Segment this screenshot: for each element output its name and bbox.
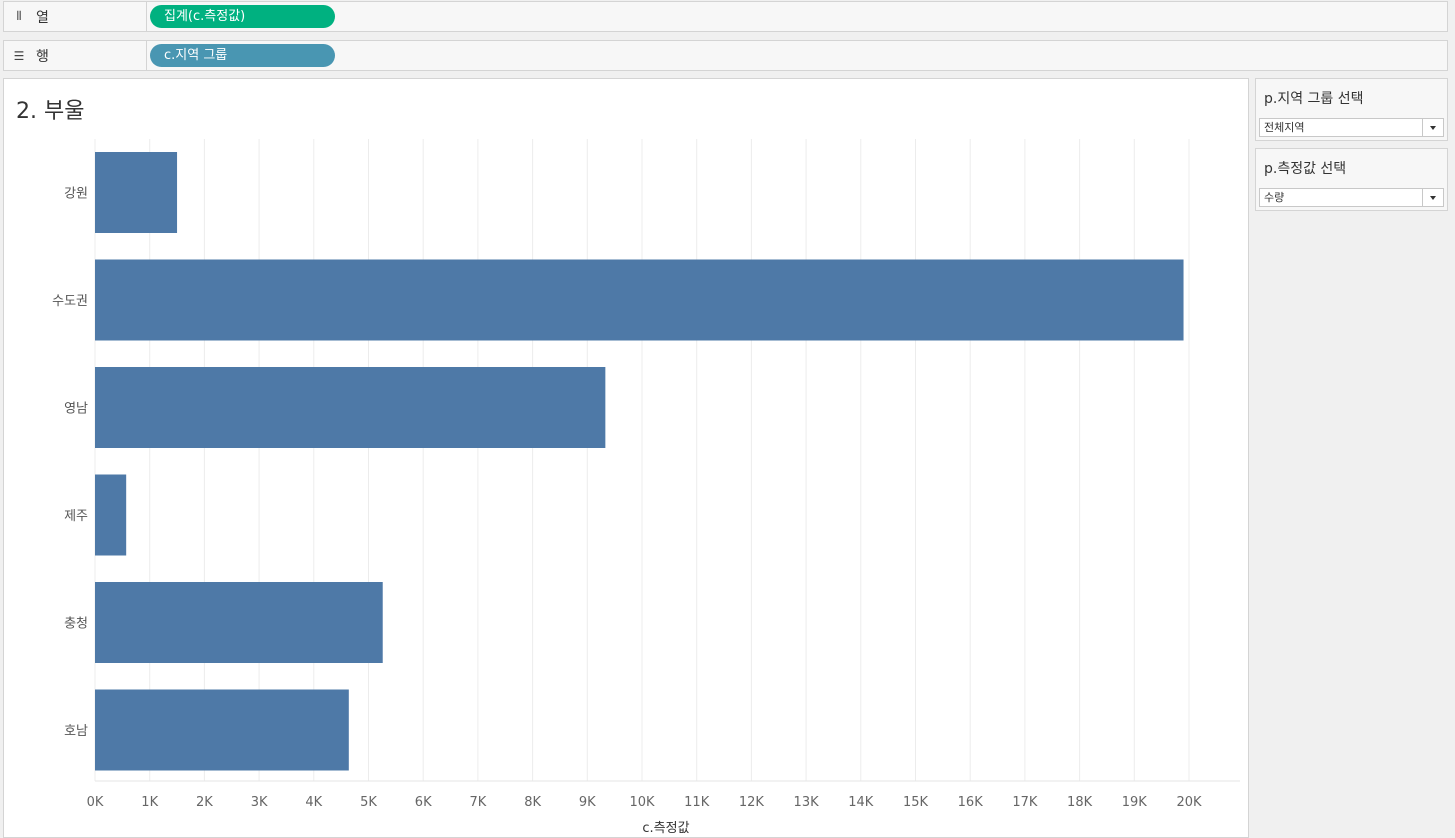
x-axis-title: c.측정값 [642,821,689,836]
x-tick-label: 18K [1067,795,1093,810]
bar[interactable] [95,689,349,771]
x-tick-label: 13K [794,795,820,810]
x-tick-label: 8K [524,795,541,810]
x-tick-label: 15K [903,795,929,810]
x-tick-label: 9K [579,795,596,810]
x-tick-label: 4K [305,795,322,810]
x-tick-label: 6K [415,795,432,810]
rows-icon: ☰ [13,48,25,63]
bar[interactable] [95,367,606,448]
x-tick-label: 20K [1176,795,1202,810]
x-tick-label: 3K [251,795,268,810]
rows-label: 행 [36,48,49,65]
rows-shelf-label: ☰ 행 [4,41,147,70]
columns-label: 열 [36,9,49,26]
region-group-filter: p.지역 그룹 선택 전체지역 [1255,78,1448,141]
measure-filter: p.측정값 선택 수량 [1255,148,1448,211]
bar[interactable] [95,474,127,556]
columns-shelf[interactable]: ⫴ 열 집계(c.측정값) [3,1,1448,32]
x-tick-label: 5K [360,795,377,810]
measure-filter-title: p.측정값 선택 [1264,161,1347,177]
dimension-pill[interactable]: c.지역 그룹 [150,44,335,67]
x-tick-label: 14K [848,795,874,810]
columns-icon: ⫴ [16,9,22,23]
worksheet-title: 2. 부울 [16,99,85,124]
chart-gridlines [94,139,1240,782]
bar[interactable] [95,259,1184,341]
category-label: 수도권 [52,294,88,309]
x-tick-label: 17K [1012,795,1038,810]
x-tick-label: 16K [958,795,984,810]
region-group-filter-title: p.지역 그룹 선택 [1264,91,1364,107]
x-tick-label: 2K [196,795,213,810]
category-label: 호남 [64,724,88,739]
columns-shelf-label: ⫴ 열 [4,2,147,31]
x-tick-label: 1K [141,795,158,810]
x-tick-label: 7K [470,795,487,810]
chevron-down-icon[interactable] [1422,119,1443,136]
rows-shelf[interactable]: ☰ 행 c.지역 그룹 [3,40,1448,71]
category-label: 제주 [64,509,88,524]
x-tick-label: 11K [684,795,710,810]
x-tick-label: 10K [629,795,655,810]
x-tick-label: 12K [739,795,765,810]
measure-value: 수량 [1264,191,1285,204]
chevron-down-icon[interactable] [1422,189,1443,206]
category-label: 영남 [64,402,88,417]
region-group-value: 전체지역 [1264,121,1305,134]
chart-x-ticks: 0K 1K 2K 3K 4K 5K 6K 7K 8K 9K 10K 11K 12K 13K 14K 15K 16… [87,795,1202,810]
bar[interactable] [95,152,178,233]
chart-bars [95,152,1184,771]
x-tick-label: 19K [1122,795,1148,810]
category-label: 강원 [64,187,88,202]
region-group-select[interactable]: 전체지역 [1259,118,1444,137]
x-tick-label: 0K [87,795,104,810]
measure-select[interactable]: 수량 [1259,188,1444,207]
category-label: 충청 [64,617,88,632]
measure-pill[interactable]: 집계(c.측정값) [150,5,335,28]
bar[interactable] [95,582,383,663]
